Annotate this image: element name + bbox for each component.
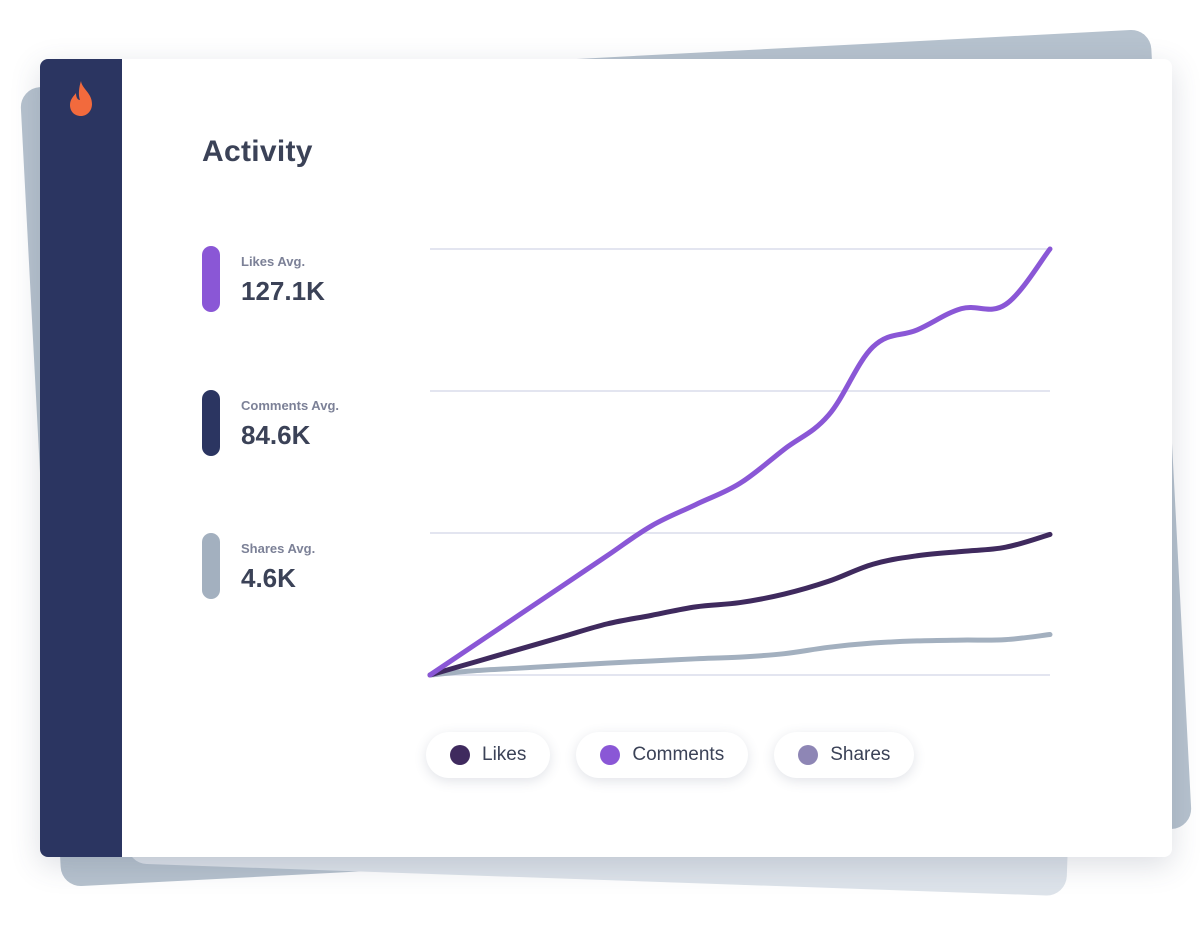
legend-label: Shares [830, 744, 891, 765]
legend-label: Likes [482, 744, 527, 765]
series-line-likes [427, 531, 1053, 678]
stat-color-bar [202, 390, 220, 456]
stat-color-bar [202, 246, 220, 312]
stat-label: Likes Avg. [241, 254, 306, 269]
page-title: Activity [202, 135, 313, 168]
stat-value: 4.6K [241, 563, 296, 593]
stat-label: Shares Avg. [241, 541, 316, 556]
legend-dot-icon [600, 745, 621, 765]
chart-legend: Likes Comments Shares [426, 732, 915, 778]
stat-color-bar [202, 533, 220, 599]
legend-dot-icon [798, 745, 819, 765]
legend-item-comments[interactable]: Comments [576, 732, 749, 778]
stat-label: Comments Avg. [241, 398, 339, 413]
series-line-comments [427, 246, 1053, 678]
series-line-shares [427, 632, 1053, 678]
activity-card: Activity Likes Avg. 127.1K Comments Avg.… [40, 59, 1172, 857]
stat-value: 127.1K [241, 276, 325, 306]
legend-item-shares[interactable]: Shares [774, 732, 915, 778]
flame-icon[interactable] [64, 79, 98, 119]
legend-item-likes[interactable]: Likes [426, 732, 551, 778]
stat-value: 84.6K [241, 420, 311, 450]
legend-label: Comments [632, 744, 725, 765]
activity-line-chart [427, 246, 1053, 678]
legend-dot-icon [450, 745, 470, 765]
sidebar [40, 59, 122, 857]
